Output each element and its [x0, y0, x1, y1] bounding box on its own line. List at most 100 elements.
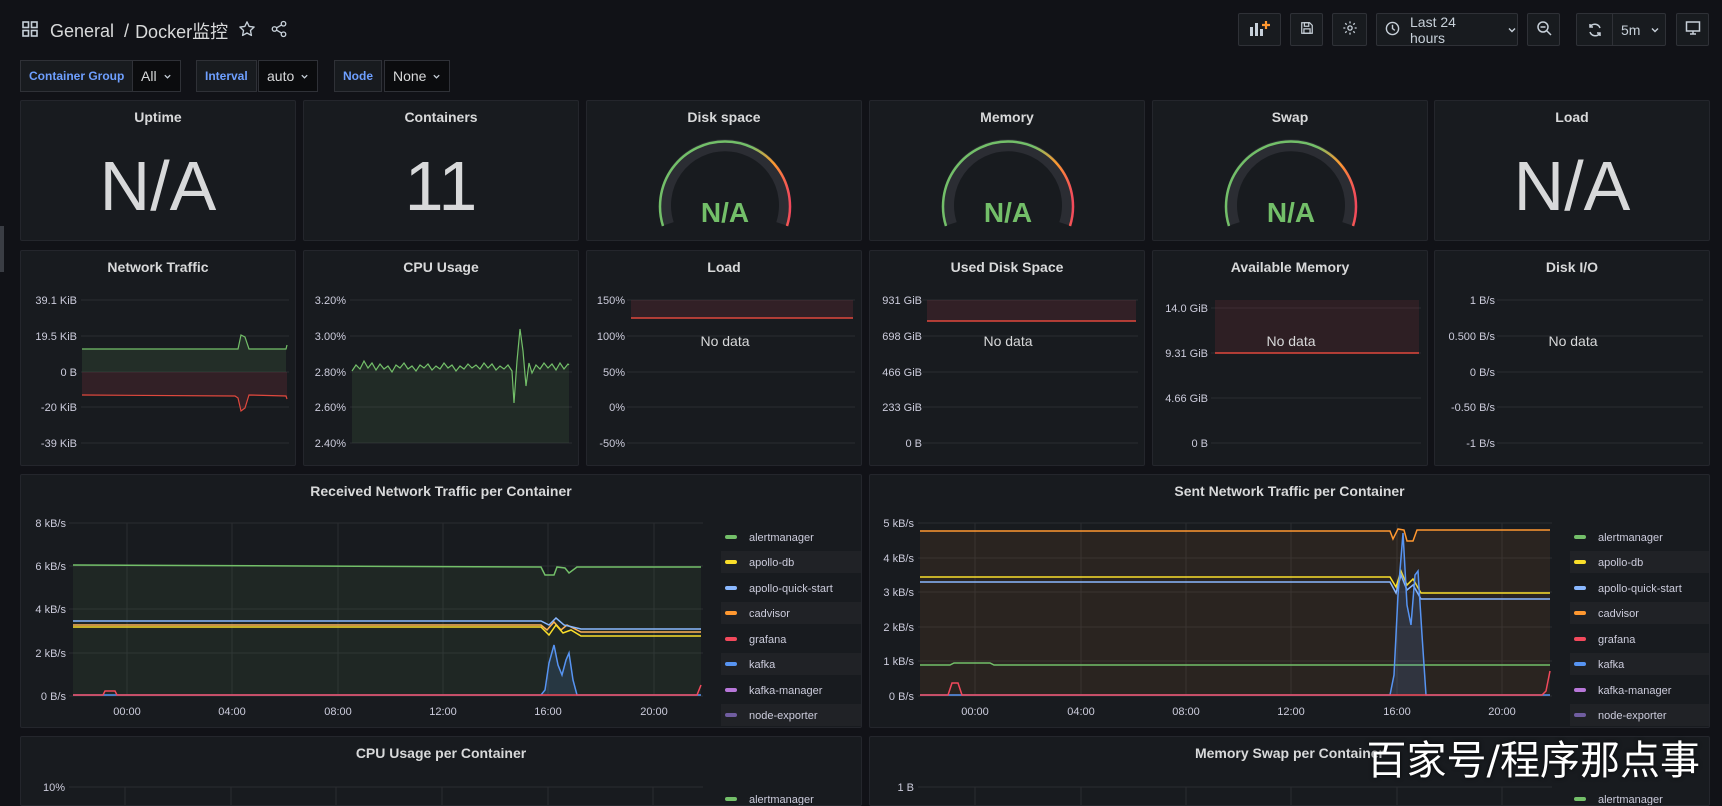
legend-item[interactable]: alertmanager — [749, 532, 814, 544]
threshold-band — [927, 300, 1136, 321]
legend-swatch — [1574, 611, 1586, 615]
legend-item[interactable]: alertmanager — [749, 794, 814, 806]
dashboards-grid-icon[interactable] — [22, 20, 38, 42]
legend-item[interactable]: kafka — [749, 659, 776, 671]
dashboard-settings-button[interactable] — [1332, 13, 1367, 46]
y-tick: 39.1 KiB — [35, 295, 77, 307]
panel-uptime[interactable]: Uptime N/A — [20, 100, 296, 241]
legend-item[interactable]: cadvisor — [1598, 608, 1639, 620]
y-tick: 2.80% — [315, 367, 346, 379]
legend-item[interactable]: kafka-manager — [749, 685, 823, 697]
panel-containers[interactable]: Containers 11 — [303, 100, 579, 241]
panel-title: Network Traffic — [107, 259, 209, 275]
legend-item[interactable]: grafana — [1598, 634, 1636, 646]
refresh-interval-label[interactable]: 5m — [1621, 21, 1641, 38]
legend-row-bg — [721, 704, 861, 726]
panel-available-memory[interactable]: Available Memory 14.0 GiB 9.31 GiB 4.66 … — [1152, 250, 1428, 466]
panel-network-traffic[interactable]: Network Traffic 39.1 KiB 19.5 KiB 0 B -2… — [20, 250, 296, 466]
panel-disk-space[interactable]: Disk space N/A — [586, 100, 862, 241]
share-icon[interactable] — [270, 20, 288, 43]
save-dashboard-button[interactable] — [1290, 13, 1323, 46]
legend-swatch — [725, 797, 737, 801]
y-tick: 1 kB/s — [883, 656, 914, 668]
y-tick: 0 B/s — [889, 691, 915, 703]
x-tick: 08:00 — [1172, 706, 1200, 718]
x-tick: 12:00 — [429, 706, 457, 718]
series-line-grafana — [73, 684, 702, 696]
breadcrumb-folder[interactable]: General — [50, 20, 115, 41]
legend-item[interactable]: cadvisor — [749, 608, 790, 620]
legend-item[interactable]: apollo-db — [1598, 557, 1643, 569]
y-tick: 1 B/s — [1470, 295, 1496, 307]
panel-load-stat[interactable]: Load N/A — [1434, 100, 1710, 241]
panel-disk-io[interactable]: Disk I/O 1 B/s 0.500 B/s 0 B/s -0.50 B/s… — [1434, 250, 1710, 466]
refresh-control[interactable]: 5m — [1576, 13, 1666, 46]
panel-used-disk-space[interactable]: Used Disk Space 931 GiB 698 GiB 466 GiB … — [869, 250, 1145, 466]
panel-title: CPU Usage — [403, 259, 479, 275]
panel-memory-swap-per-container[interactable]: Memory Swap per Container 1 B alertmanag… — [869, 736, 1710, 806]
dashboard-title[interactable]: Docker监控 — [135, 22, 229, 42]
time-range-picker[interactable]: Last 24 hours — [1376, 13, 1518, 46]
panel-swap[interactable]: Swap N/A — [1152, 100, 1428, 241]
gauge: N/A — [658, 139, 792, 228]
left-edge-handle — [0, 226, 4, 272]
panel-title: Available Memory — [1230, 259, 1350, 275]
variable-select-interval[interactable]: auto — [258, 60, 319, 92]
legend-item[interactable]: grafana — [749, 634, 787, 646]
y-tick: 233 GiB — [882, 402, 922, 414]
variable-select-container-group[interactable]: All — [132, 60, 181, 92]
panel-received-network-traffic[interactable]: Received Network Traffic per Container 8… — [20, 474, 862, 728]
gear-icon — [1342, 20, 1358, 39]
legend-row-bg — [721, 526, 861, 548]
legend-item[interactable]: apollo-db — [749, 557, 794, 569]
legend-item[interactable]: node-exporter — [749, 710, 818, 722]
refresh-icon[interactable] — [1577, 14, 1613, 45]
legend-item[interactable]: kafka-manager — [1598, 685, 1672, 697]
legend-item[interactable]: apollo-quick-start — [749, 583, 833, 595]
y-tick: 9.31 GiB — [1165, 348, 1208, 360]
legend-item[interactable]: apollo-quick-start — [1598, 583, 1682, 595]
legend-item[interactable]: alertmanager — [1598, 532, 1663, 544]
series-line-sent — [81, 394, 288, 413]
y-tick: 0 B/s — [1470, 367, 1496, 379]
time-range-label: Last 24 hours — [1410, 13, 1456, 46]
panel-sent-network-traffic[interactable]: Sent Network Traffic per Container 5 kB/… — [869, 474, 1710, 728]
y-tick: 0% — [609, 402, 625, 414]
series-line-cadvisor — [920, 528, 1550, 542]
legend-item[interactable]: kafka — [1598, 659, 1625, 671]
variable-label-container-group: Container Group — [20, 60, 134, 92]
stat-value: 11 — [404, 147, 478, 225]
y-tick: -20 KiB — [41, 402, 77, 414]
x-tick: 04:00 — [1067, 706, 1095, 718]
panel-load-graph[interactable]: Load 150% 100% 50% 0% -50% No data — [586, 250, 862, 466]
legend-row-bg — [721, 602, 861, 624]
threshold-band — [631, 300, 853, 318]
panel-title: Load — [707, 259, 741, 275]
legend-item[interactable]: node-exporter — [1598, 710, 1667, 722]
legend-swatch — [1574, 688, 1586, 692]
tv-mode-button[interactable] — [1676, 13, 1709, 46]
gauge: N/A — [1224, 139, 1358, 228]
variable-label-node: Node — [334, 60, 382, 92]
zoom-out-button[interactable] — [1527, 13, 1560, 46]
x-tick: 00:00 — [113, 706, 141, 718]
y-tick: 8 kB/s — [35, 518, 66, 530]
stat-value: N/A — [1513, 147, 1631, 225]
variable-select-node[interactable]: None — [384, 60, 451, 92]
legend-item[interactable]: alertmanager — [1598, 794, 1663, 806]
panel-title: Received Network Traffic per Container — [310, 483, 572, 499]
panel-cpu-usage-per-container[interactable]: CPU Usage per Container 10% alertmanager — [20, 736, 862, 806]
y-tick: 10% — [43, 782, 65, 794]
chevron-down-icon — [433, 74, 441, 79]
add-panel-button[interactable] — [1238, 13, 1281, 46]
threshold-band — [1215, 300, 1419, 353]
star-icon[interactable] — [238, 20, 256, 43]
series-fill-received — [82, 335, 286, 372]
y-tick: 2 kB/s — [883, 622, 914, 634]
y-tick: 0 B/s — [41, 691, 67, 703]
panel-title: Swap — [1271, 109, 1309, 125]
panel-memory[interactable]: Memory N/A — [869, 100, 1145, 241]
panel-cpu-usage[interactable]: CPU Usage 3.20% 3.00% 2.80% 2.60% 2.40% — [303, 250, 579, 466]
panel-title: Sent Network Traffic per Container — [1174, 483, 1405, 499]
panel-title: CPU Usage per Container — [355, 745, 527, 761]
